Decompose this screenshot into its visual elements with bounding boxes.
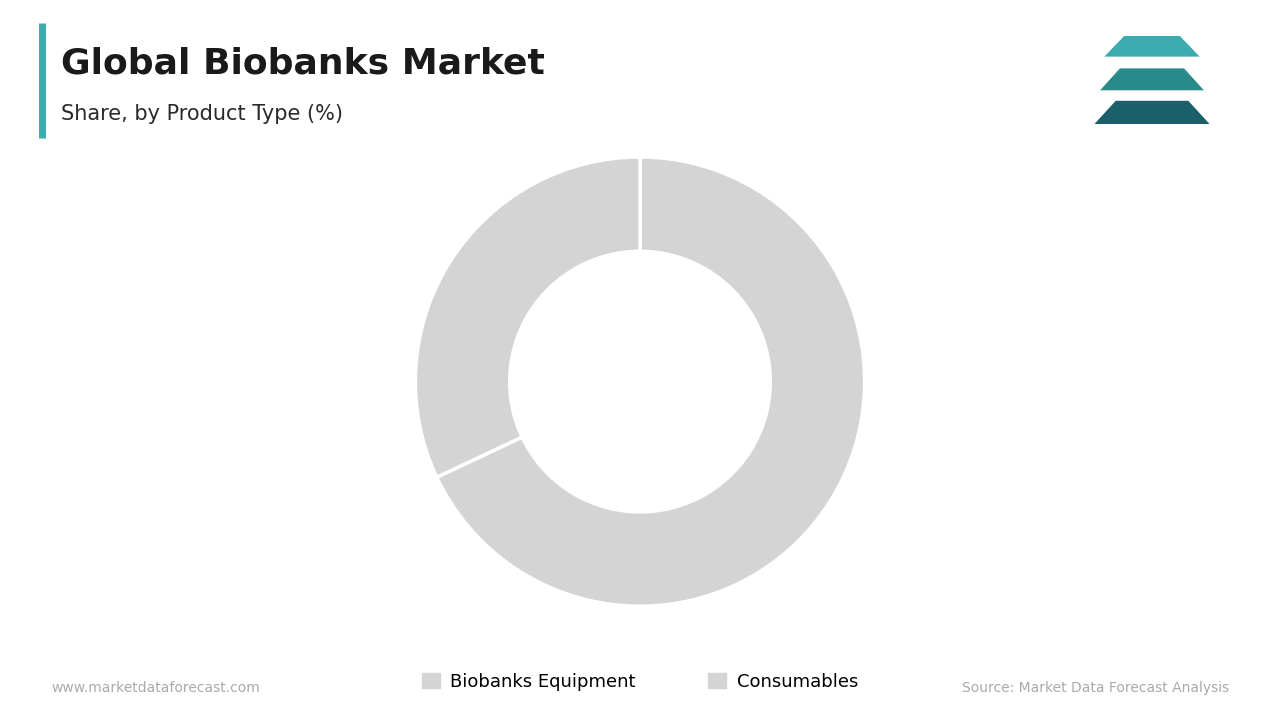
Text: www.marketdataforecast.com: www.marketdataforecast.com: [51, 681, 260, 695]
Text: Share, by Product Type (%): Share, by Product Type (%): [61, 104, 343, 125]
Polygon shape: [1102, 35, 1201, 58]
Legend: Biobanks Equipment, Consumables: Biobanks Equipment, Consumables: [415, 666, 865, 698]
Wedge shape: [436, 157, 864, 606]
Wedge shape: [416, 157, 640, 477]
Polygon shape: [1098, 68, 1206, 91]
Polygon shape: [1093, 100, 1211, 125]
Text: Global Biobanks Market: Global Biobanks Market: [61, 47, 545, 81]
Text: Source: Market Data Forecast Analysis: Source: Market Data Forecast Analysis: [961, 681, 1229, 695]
